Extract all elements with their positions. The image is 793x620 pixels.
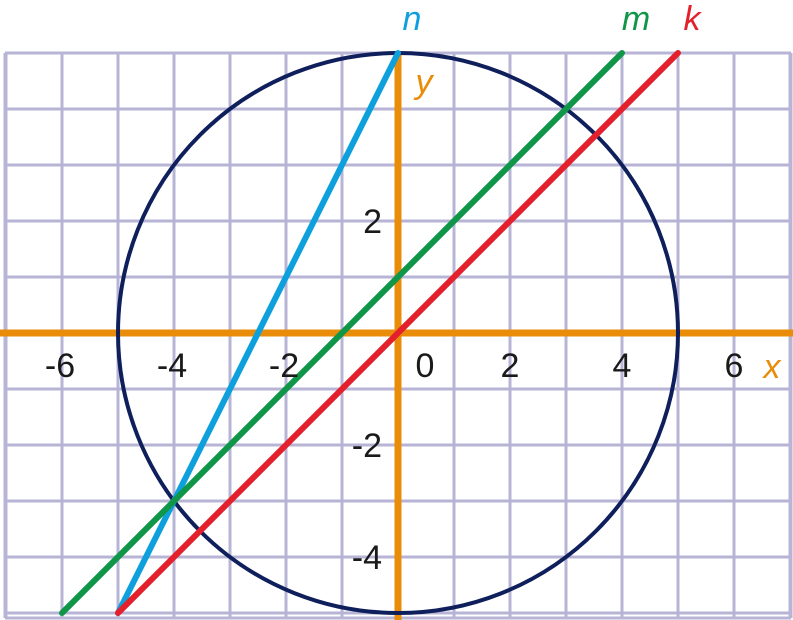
x-tick-label: 2: [501, 347, 520, 385]
y-tick-label: -4: [352, 539, 382, 577]
line-label-m: m: [622, 0, 650, 38]
x-tick-label: 4: [613, 347, 632, 385]
x-tick-label: 0: [416, 347, 435, 385]
x-tick-label: 6: [725, 347, 744, 385]
y-axis-label: y: [414, 63, 435, 101]
y-tick-label: -2: [352, 427, 382, 465]
x-tick-label: -4: [157, 347, 187, 385]
x-tick-label: -2: [269, 347, 299, 385]
line-n: [115, 50, 401, 616]
line-label-k: k: [684, 0, 703, 38]
y-tick-label: 2: [363, 203, 382, 241]
line-m: [59, 50, 625, 616]
line-label-n: n: [403, 0, 422, 38]
line-k: [115, 50, 681, 616]
labels: x y n m k -6 -4 -2 0 2 4 6 2 -2 -4: [45, 0, 782, 577]
x-axis-label: x: [762, 348, 782, 386]
x-tick-label: -6: [45, 347, 75, 385]
lines-layer: [59, 50, 681, 616]
